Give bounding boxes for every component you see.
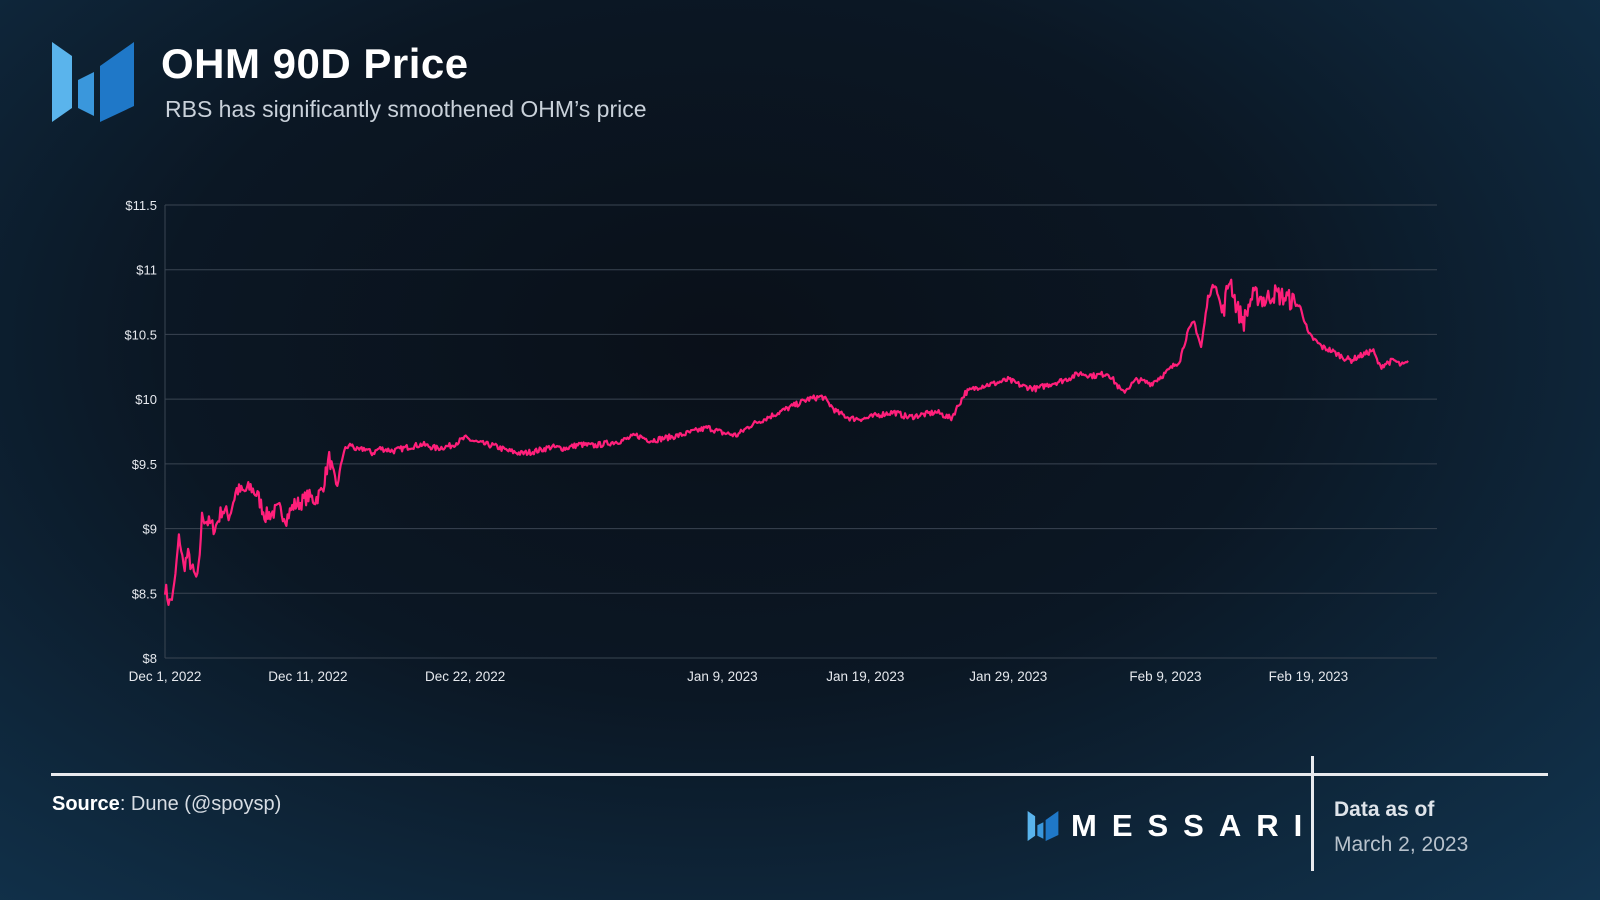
page-subtitle: RBS has significantly smoothened OHM’s p… bbox=[165, 96, 647, 122]
x-tick-label: Jan 9, 2023 bbox=[687, 669, 758, 684]
y-tick-label: $8 bbox=[143, 651, 157, 666]
data-as-of-date: March 2, 2023 bbox=[1334, 833, 1469, 856]
y-tick-label: $10 bbox=[135, 392, 157, 407]
chart-series bbox=[163, 278, 1409, 607]
page-title: OHM 90D Price bbox=[161, 40, 469, 87]
y-tick-label: $9.5 bbox=[132, 457, 157, 472]
messari-small-logo-icon bbox=[1027, 811, 1059, 841]
source-note: Source: Dune (@spoysp) bbox=[52, 793, 281, 816]
x-tick-label: Jan 29, 2023 bbox=[969, 669, 1047, 684]
brand-wordmark: MESSARI bbox=[1027, 808, 1317, 844]
x-tick-label: Dec 1, 2022 bbox=[129, 669, 202, 684]
y-tick-label: $11.5 bbox=[125, 198, 157, 213]
x-tick-label: Dec 22, 2022 bbox=[425, 669, 505, 684]
y-tick-label: $10.5 bbox=[124, 327, 157, 342]
price-line bbox=[163, 278, 1409, 607]
data-as-of-label: Data as of bbox=[1334, 798, 1435, 821]
footer-vertical-divider bbox=[1311, 756, 1314, 871]
chart-grid bbox=[164, 204, 1437, 659]
y-tick-label: $9 bbox=[143, 522, 157, 537]
x-tick-label: Jan 19, 2023 bbox=[826, 669, 904, 684]
x-axis-ticks: Dec 1, 2022 Dec 11, 2022 Dec 22, 2022 Jan 9… bbox=[129, 669, 1349, 684]
source-label: Source bbox=[52, 793, 120, 815]
y-tick-label: $11 bbox=[136, 263, 157, 278]
messari-logo-icon bbox=[52, 42, 134, 122]
footer-divider bbox=[51, 773, 1548, 776]
y-tick-label: $8.5 bbox=[132, 586, 157, 601]
x-tick-label: Dec 11, 2022 bbox=[268, 669, 347, 684]
brand-name: MESSARI bbox=[1071, 808, 1318, 843]
source-text: : Dune (@spoysp) bbox=[119, 793, 282, 815]
x-tick-label: Feb 19, 2023 bbox=[1269, 669, 1349, 684]
x-tick-label: Feb 9, 2023 bbox=[1129, 669, 1201, 684]
y-axis-ticks: $8 $8.5 $9 $9.5 $10 $10.5 $11 $11.5 bbox=[124, 198, 157, 666]
